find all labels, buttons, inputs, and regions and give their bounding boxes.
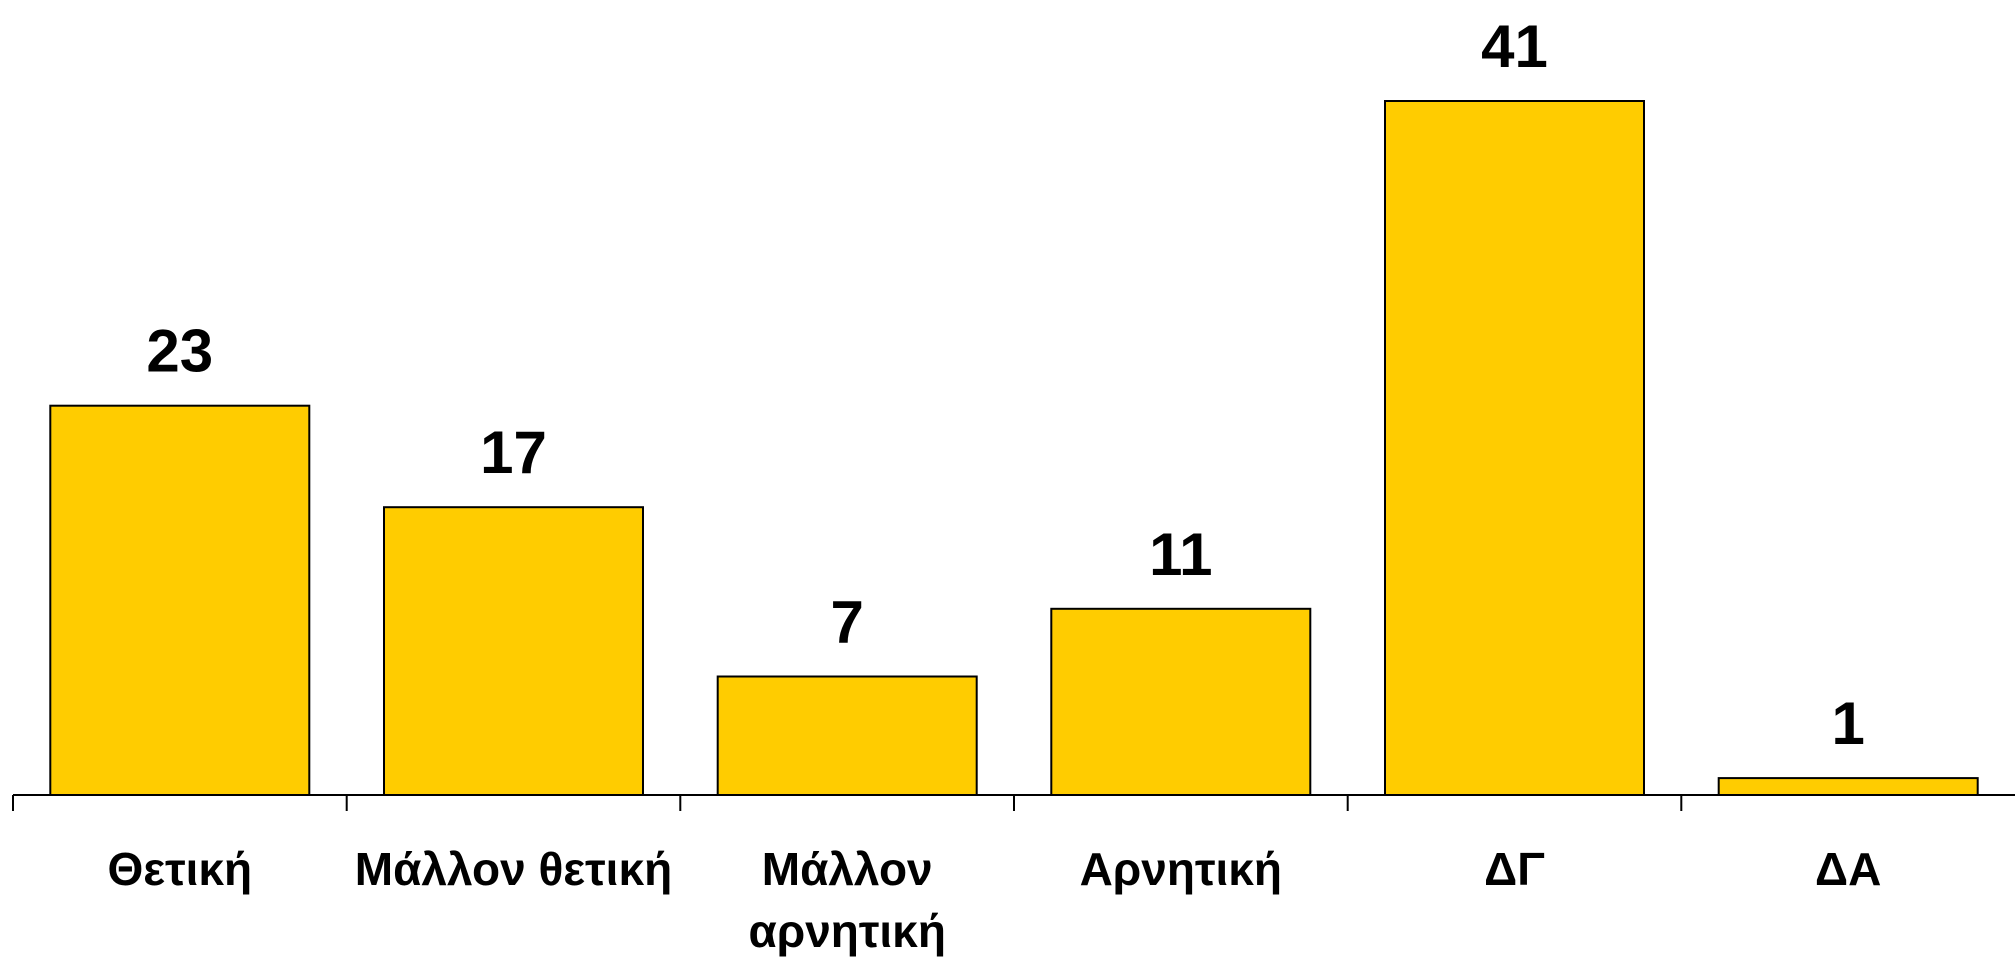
x-axis xyxy=(12,794,2015,811)
data-label-1: 17 xyxy=(480,419,547,486)
category-label-1: Μάλλον θετική xyxy=(355,843,672,895)
data-label-0: 23 xyxy=(146,318,213,385)
data-label-2: 7 xyxy=(831,589,864,656)
category-labels: Θετική Μάλλον θετική Μάλλον αρνητική Αρνητικ… xyxy=(107,843,1881,957)
category-label-0: Θετική xyxy=(107,843,252,895)
bar-1 xyxy=(383,506,644,796)
bar-4 xyxy=(1384,100,1645,796)
bar-5 xyxy=(1717,777,1979,796)
category-label-3: Αρνητική xyxy=(1080,843,1282,895)
bars-layer xyxy=(49,100,1979,796)
data-label-5: 1 xyxy=(1832,690,1865,757)
category-label-5: ΔΑ xyxy=(1815,843,1881,895)
data-label-4: 41 xyxy=(1481,13,1548,80)
category-label-4: ΔΓ xyxy=(1484,843,1545,895)
category-label-2: Μάλλον αρνητική xyxy=(748,843,945,957)
bar-2 xyxy=(716,675,978,796)
bar-0 xyxy=(49,404,311,796)
data-label-3: 11 xyxy=(1149,521,1212,588)
bar-3 xyxy=(1050,607,1312,796)
data-labels: 23 17 7 11 41 1 xyxy=(146,13,1864,757)
